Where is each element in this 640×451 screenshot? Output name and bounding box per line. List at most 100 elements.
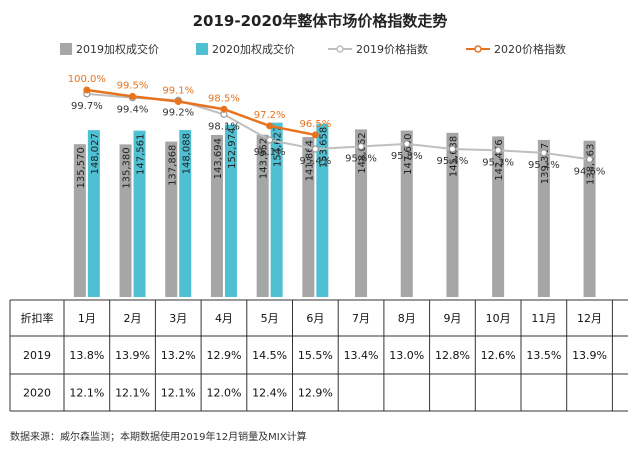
point-2020-2	[174, 98, 182, 106]
discount-table: 折扣率 1月 2月 3月 4月 5月 6月 7月 8月 9月 10月 11月 12月 2019 13.8% 1…	[9, 299, 628, 412]
table-col-9: 10月	[486, 312, 511, 325]
bar-2019-2	[165, 141, 178, 297]
bar-label-2020-5: 153,658	[318, 127, 329, 168]
label-2019-5: 95.4%	[299, 156, 331, 167]
table-col-2: 3月	[169, 312, 187, 325]
line-2019	[86, 92, 590, 161]
table-row-label-2020: 2020	[23, 387, 51, 400]
label-2020-3: 98.5%	[208, 93, 240, 104]
table-cell-2019-6: 13.4%	[344, 349, 379, 362]
table-col-5: 6月	[306, 312, 324, 325]
bar-2019-8	[446, 132, 459, 297]
table-cell-2019-0: 13.8%	[69, 349, 104, 362]
legend-label-3: 2020价格指数	[494, 42, 566, 56]
legend-label-0: 2019加权成交价	[76, 42, 159, 56]
bar-label-2020-2: 148,088	[181, 133, 192, 174]
bar-label-2019-11: 138,663	[586, 144, 597, 185]
point-2019-5	[311, 145, 319, 153]
label-2019-0: 99.7%	[71, 101, 103, 112]
bar-2020-0	[87, 130, 100, 297]
point-2020-5	[311, 131, 319, 139]
bar-label-2020-3: 152,974	[227, 128, 238, 169]
label-2020-0: 100.0%	[68, 74, 106, 85]
table-col-8: 9月	[443, 312, 461, 325]
bar-2020-2	[179, 130, 192, 297]
bar-label-2019-5: 141,864	[304, 140, 315, 181]
point-2019-11	[585, 155, 594, 163]
table-col-4: 5月	[261, 312, 279, 325]
bar-label-2019-2: 137,868	[167, 145, 178, 186]
label-2019-9: 95.3%	[482, 157, 514, 168]
table-cell-2019-3: 12.9%	[206, 349, 241, 362]
chart-title: 2019-2020年整体市场价格指数走势	[193, 12, 448, 30]
bar-label-2019-6: 148,662	[357, 132, 368, 173]
bar-2019-6	[355, 129, 368, 297]
table-cell-2020-0: 12.1%	[69, 387, 104, 400]
label-2019-3: 98.1%	[208, 121, 240, 132]
legend-swatch-0	[60, 43, 72, 55]
bar-label-2020-0: 148,027	[90, 133, 101, 174]
label-2019-8: 95.4%	[437, 156, 469, 167]
bar-2019-5	[302, 137, 315, 297]
point-2019-4	[266, 136, 274, 144]
table-cell-2019-2: 13.2%	[161, 349, 196, 362]
bar-label-2019-0: 135,570	[76, 147, 87, 188]
label-2019-11: 94.6%	[574, 166, 606, 177]
label-2019-1: 99.4%	[117, 105, 149, 116]
bar-2019-4	[256, 134, 269, 297]
line-2020	[86, 88, 316, 137]
table-cell-2019-9: 12.6%	[481, 349, 516, 362]
label-2020-4: 97.2%	[254, 110, 286, 121]
label-2020-5: 96.5%	[299, 119, 331, 130]
table-col-1: 2月	[124, 312, 142, 325]
table-cell-2020-1: 12.1%	[115, 387, 150, 400]
bar-2020-5	[316, 123, 329, 297]
point-2019-7	[403, 140, 411, 148]
bar-2019-10	[537, 139, 550, 297]
table-cell-2019-5: 15.5%	[298, 349, 333, 362]
legend-label-1: 2020加权成交价	[212, 42, 295, 56]
label-2019-2: 99.2%	[162, 107, 194, 118]
bar-label-2020-4: 154,627	[273, 126, 284, 167]
label-2020-1: 99.5%	[117, 80, 149, 91]
bar-label-2019-7: 147,650	[403, 134, 414, 175]
legend: 2019加权成交价 2020加权成交价 2019价格指数 2020价格指数	[60, 42, 566, 56]
bar-label-2019-1: 135,380	[122, 147, 133, 188]
table-cell-2020-4: 12.4%	[252, 387, 287, 400]
point-2020-3	[220, 105, 228, 113]
bar-2019-0	[73, 144, 86, 297]
point-2019-6	[357, 142, 365, 151]
point-2019-9	[494, 146, 502, 154]
point-2019-10	[540, 149, 548, 157]
table-cell-2019-10: 13.5%	[526, 349, 561, 362]
table-col-7: 8月	[398, 312, 416, 325]
bar-label-2019-9: 142,476	[494, 139, 505, 180]
label-2019-10: 95.1%	[528, 160, 560, 171]
label-2019-4: 96.1%	[254, 147, 286, 158]
table-col-6: 7月	[352, 312, 370, 325]
lines: 99.7% 99.4% 99.2% 98.1% 96.1% 95.4% 95.6% 95.8%…	[68, 74, 606, 177]
source-note: 数据来源：威尔森监测；本期数据使用2019年12月销量及MIX计算	[10, 430, 307, 443]
table-cell-2020-2: 12.1%	[161, 387, 196, 400]
bar-2019-7	[400, 130, 413, 297]
legend-label-2: 2019价格指数	[356, 42, 428, 56]
bars: 135,570 148,027 135,380 147,561 137,868 148,0…	[73, 122, 597, 297]
bar-2019-3	[210, 135, 223, 297]
table-cell-2020-3: 12.0%	[206, 387, 241, 400]
point-2020-4	[266, 122, 274, 130]
table-col-10: 11月	[531, 312, 556, 325]
label-2019-7: 95.8%	[391, 151, 423, 162]
table-cell-2019-11: 13.9%	[572, 349, 607, 362]
table-col-0: 1月	[78, 312, 96, 325]
bar-2020-3	[224, 124, 237, 297]
bar-2020-4	[270, 122, 283, 297]
table-cell-2019-1: 13.9%	[115, 349, 150, 362]
legend-marker-3	[474, 45, 482, 53]
bar-label-2019-8: 145,638	[448, 136, 459, 177]
legend-marker-2	[336, 45, 344, 53]
table-cell-2019-4: 14.5%	[252, 349, 287, 362]
bar-label-2019-3: 143,694	[213, 138, 224, 179]
bar-label-2019-4: 143,952	[259, 138, 270, 179]
point-2020-0	[83, 86, 91, 94]
